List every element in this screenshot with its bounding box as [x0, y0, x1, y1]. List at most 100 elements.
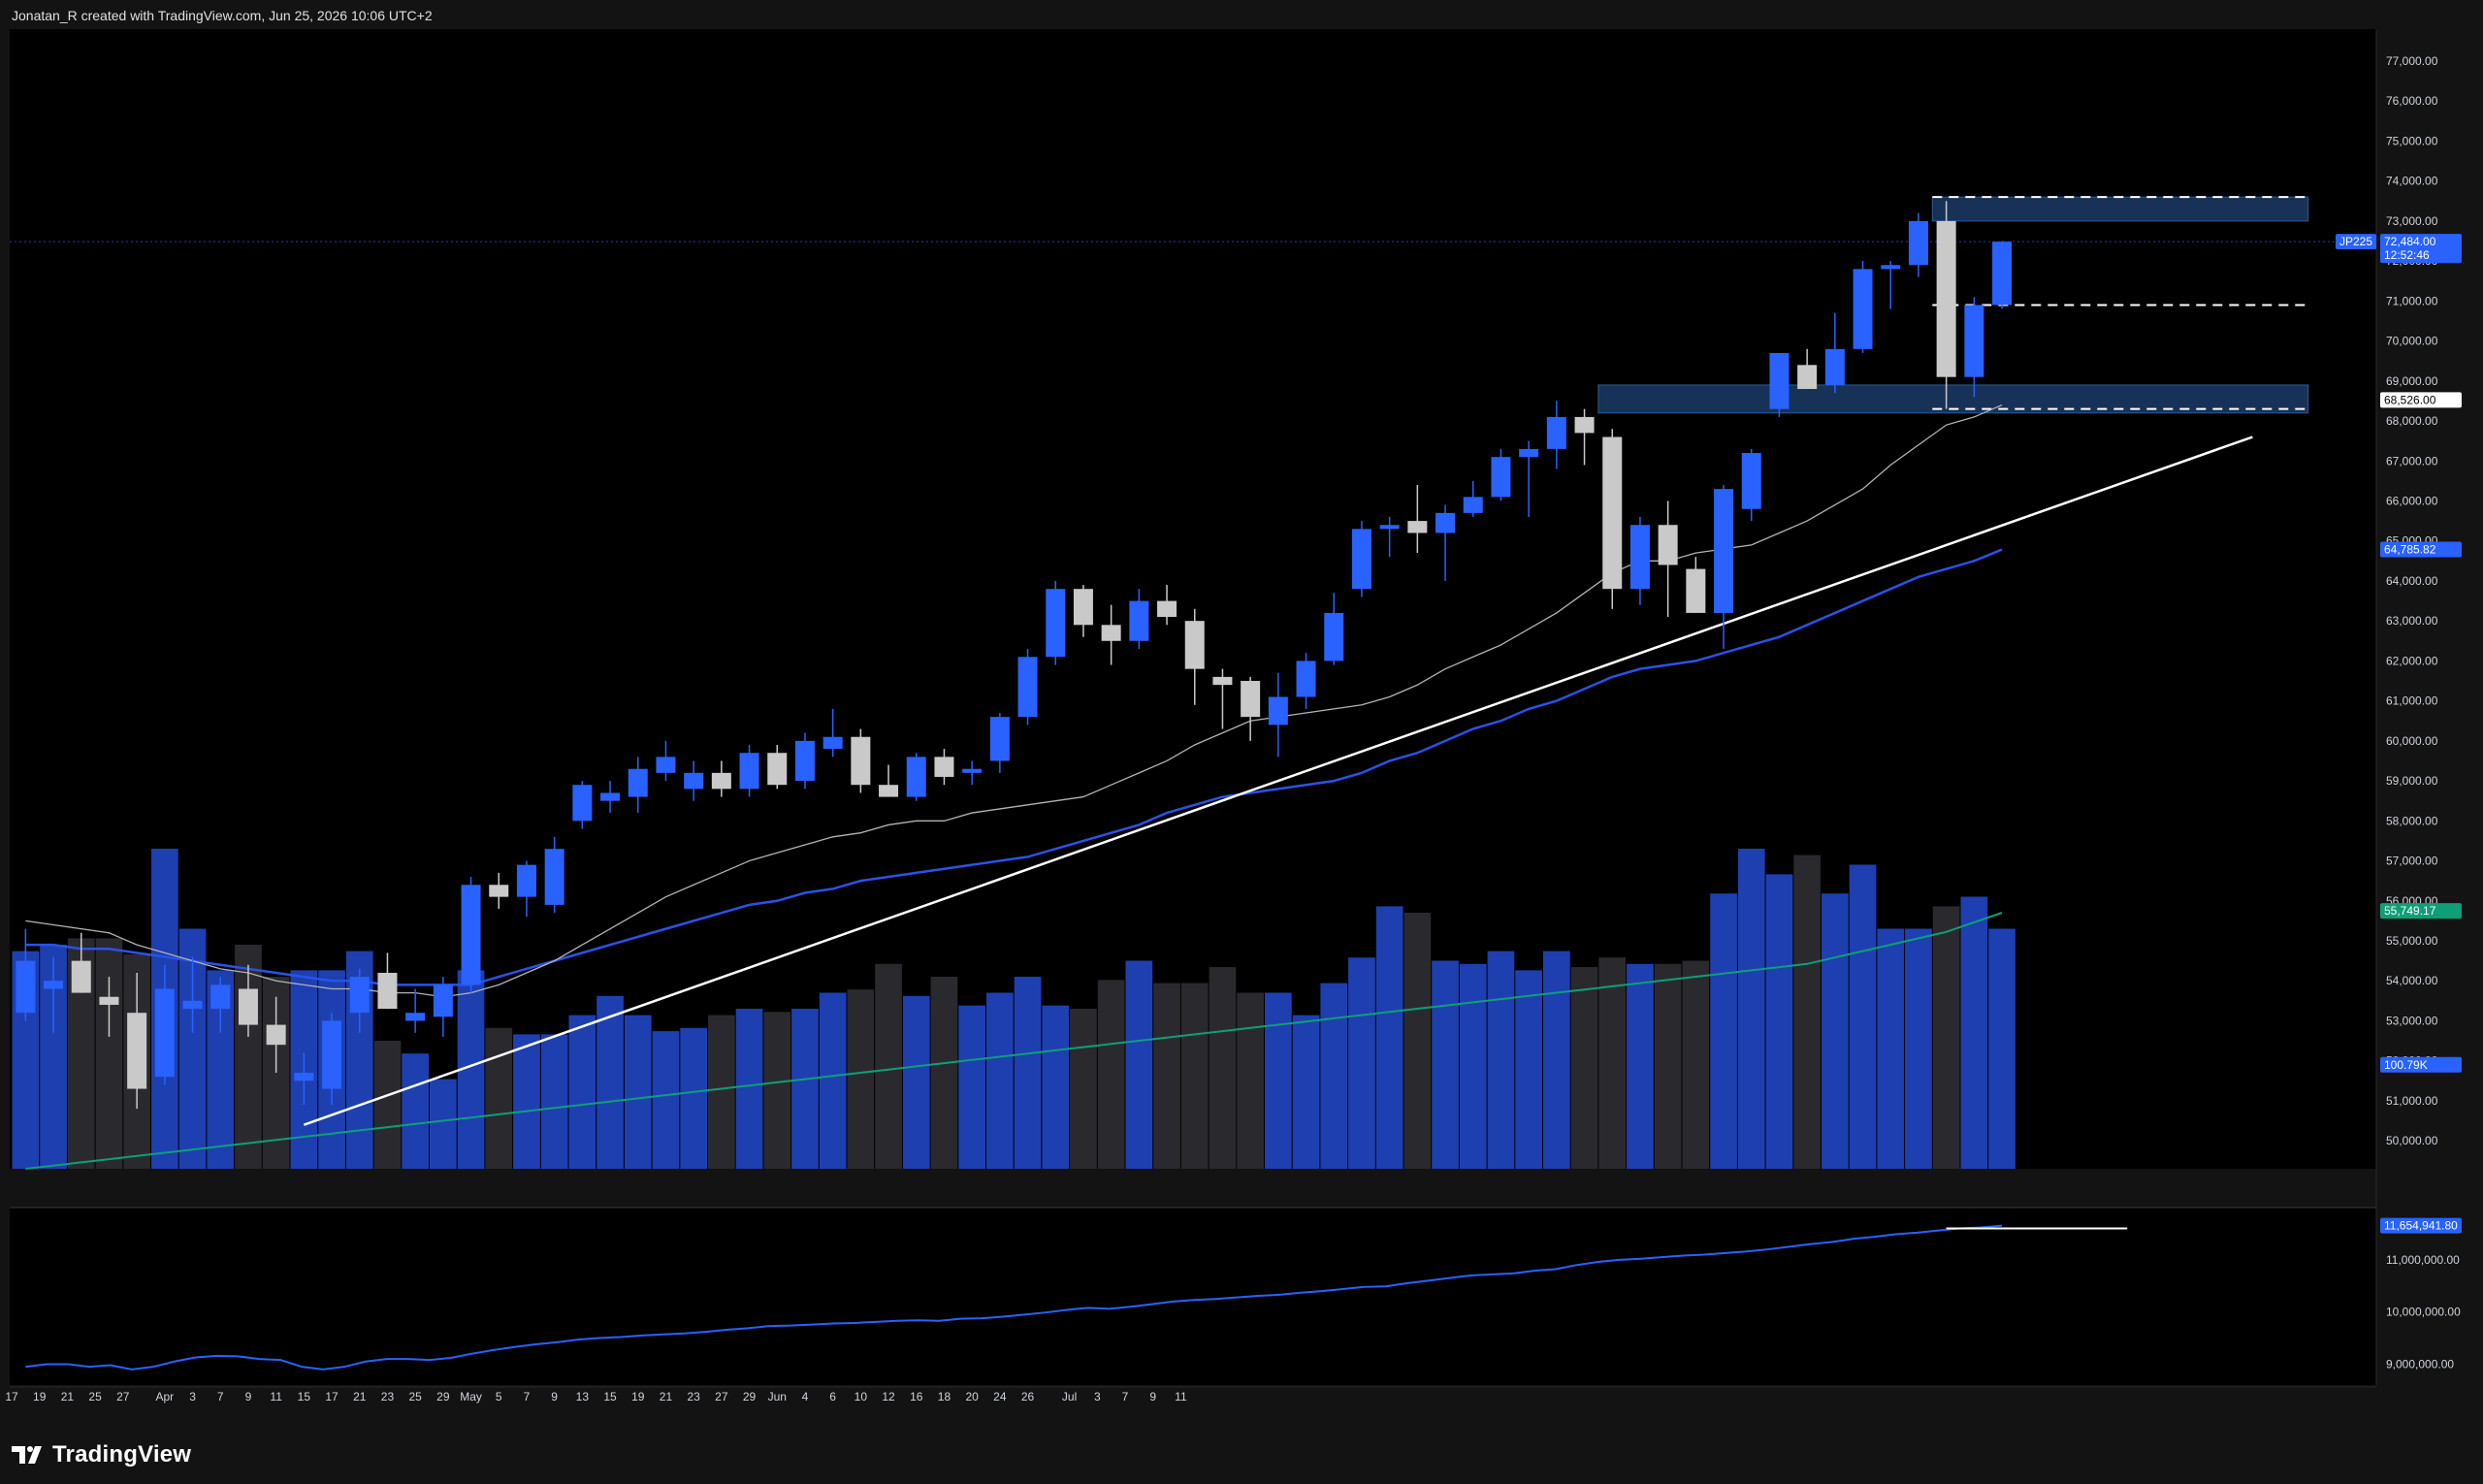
candle-body	[294, 1073, 314, 1081]
volume-bar	[958, 1005, 985, 1169]
candle-body	[1351, 529, 1371, 590]
volume-bar	[1432, 960, 1459, 1169]
volume-bar	[1320, 983, 1348, 1169]
date-tick-label: 24	[993, 1390, 1007, 1403]
candle-body	[934, 757, 954, 777]
candle	[1435, 504, 1456, 581]
price-tick-label: 55,000.00	[2386, 934, 2438, 948]
candle-body	[71, 960, 91, 993]
volume-bar	[1710, 893, 1737, 1169]
date-tick-label: 15	[603, 1390, 617, 1403]
date-tick-label: 23	[381, 1390, 395, 1403]
indicator-pane-background	[10, 1208, 2376, 1385]
volume-bar	[1097, 980, 1125, 1169]
date-tick-label: 9	[551, 1390, 558, 1403]
tradingview-brand[interactable]: TradingView	[52, 1441, 192, 1468]
candle	[1602, 429, 1623, 609]
volume-bar	[1459, 963, 1487, 1169]
candle-body	[1908, 220, 1928, 266]
candle	[822, 708, 843, 758]
candle	[989, 713, 1010, 773]
date-tick-label: 4	[802, 1390, 809, 1403]
candle	[1212, 668, 1233, 729]
candle	[44, 956, 64, 1033]
volume-bar	[1348, 957, 1375, 1169]
candle-body	[489, 885, 509, 897]
candle-body	[266, 1024, 286, 1046]
indicator-value-tag-bg	[2380, 1217, 2462, 1234]
volume-bar	[819, 992, 847, 1169]
footer: TradingView	[12, 1436, 191, 1474]
last-price-tag-bg	[2380, 234, 2462, 264]
candle-body	[1686, 568, 1706, 613]
date-tick-label: 7	[217, 1390, 224, 1403]
candle	[628, 757, 648, 814]
price-tick-label: 71,000.00	[2386, 294, 2438, 307]
candle-body	[767, 753, 788, 786]
date-tick-label: 7	[1122, 1390, 1129, 1403]
candle-body	[1296, 661, 1316, 697]
volume-bar	[1905, 928, 1932, 1169]
price-tick-label: 63,000.00	[2386, 614, 2438, 628]
candle-body	[600, 792, 621, 801]
date-tick-label: 12	[882, 1390, 895, 1403]
candle-body	[1602, 436, 1623, 590]
tradingview-logo-icon[interactable]	[12, 1444, 45, 1466]
candle	[1073, 585, 1093, 637]
candle	[210, 977, 231, 1033]
candle	[1351, 521, 1371, 597]
price-tick-label: 64,000.00	[2386, 574, 2438, 588]
price-tick-label: 75,000.00	[2386, 134, 2438, 147]
price-tick-label: 69,000.00	[2386, 374, 2438, 388]
volume-bar	[986, 992, 1014, 1169]
price-tick-label: 50,000.00	[2386, 1134, 2438, 1147]
price-tag-bg	[2380, 903, 2462, 919]
indicator-tick-label: 11,000,000.00	[2386, 1253, 2460, 1267]
volume-bar	[1737, 849, 1765, 1169]
volume-bar	[1237, 992, 1264, 1169]
volume-bar	[568, 1015, 597, 1169]
candle-body	[1268, 696, 1288, 726]
date-tick-label: 20	[965, 1390, 979, 1403]
supply-demand-zone	[1931, 196, 2309, 222]
volume-bar	[1793, 855, 1821, 1169]
candle-body	[851, 736, 871, 786]
candle	[516, 860, 536, 918]
zones-layer	[1597, 196, 2309, 414]
volume-bar	[624, 1015, 652, 1169]
volume-bar	[1180, 983, 1209, 1169]
candle-body	[1853, 269, 1873, 349]
volume-bar	[597, 995, 624, 1169]
price-tag: 68,526.00	[2384, 393, 2436, 406]
volume-bar	[1682, 960, 1710, 1169]
candle-body	[349, 977, 370, 1014]
date-tick-label: 15	[298, 1390, 311, 1403]
candle-body	[1046, 589, 1066, 658]
candle-body	[1407, 521, 1428, 533]
candle-body	[516, 864, 536, 897]
date-tick-label: 19	[631, 1390, 645, 1403]
candle-body	[1797, 365, 1818, 390]
candle	[16, 928, 36, 1021]
candle-body	[684, 772, 704, 790]
candle-body	[794, 740, 815, 782]
volume-bar	[1265, 992, 1292, 1169]
date-tick-label: 19	[33, 1390, 47, 1403]
candle-body	[628, 768, 648, 797]
candle-body	[879, 785, 899, 797]
candle-body	[1491, 457, 1511, 498]
price-tick-label: 58,000.00	[2386, 814, 2438, 827]
volume-bar	[1403, 913, 1432, 1169]
price-tag: 55,749.17	[2384, 904, 2436, 918]
candle	[1184, 608, 1205, 705]
candle	[906, 753, 926, 801]
date-tick-label: 21	[660, 1390, 673, 1403]
price-tick-label: 53,000.00	[2386, 1014, 2438, 1027]
candle-body	[1017, 657, 1038, 718]
candle-body	[1824, 348, 1845, 385]
candle	[1908, 212, 1928, 277]
date-tick-label: 3	[189, 1390, 196, 1403]
volume-bar	[95, 938, 123, 1169]
candle	[377, 952, 398, 1010]
